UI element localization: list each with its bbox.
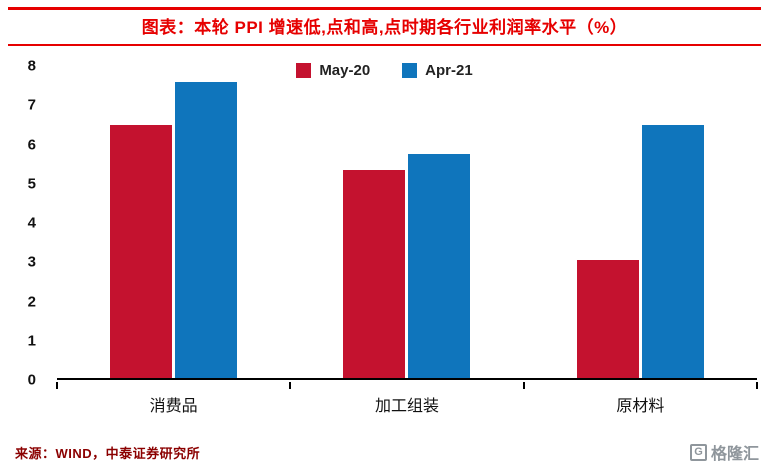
bar-group (57, 66, 290, 378)
y-axis: 0 1 2 3 4 5 6 7 8 (0, 59, 48, 388)
title-divider-bottom (8, 44, 761, 46)
y-tick-label: 6 (27, 136, 36, 153)
gelonghui-logo-icon: G (689, 443, 707, 461)
bar-may-20-category-3 (576, 260, 639, 378)
bar-group (290, 66, 523, 378)
x-ticks (56, 382, 758, 389)
x-axis-label: 消费品 (149, 398, 198, 415)
x-axis-tick (522, 382, 525, 389)
y-tick-label: 1 (27, 332, 36, 350)
x-axis-label: 原材料 (616, 398, 665, 415)
legend-item: Apr-21 (402, 62, 473, 79)
plot-area (57, 66, 757, 380)
legend: May-20 Apr-21 (0, 62, 769, 79)
x-axis-tick (289, 382, 292, 389)
bar-apr-21-category-3 (641, 124, 704, 378)
y-tick-label: 5 (27, 175, 36, 193)
y-tick-label: 3 (27, 253, 36, 271)
bar-apr-21-category-2 (408, 154, 471, 378)
x-axis-label: 加工组装 (374, 398, 439, 415)
legend-swatch (296, 63, 312, 78)
gelonghui-logo: G 格隆汇 (689, 440, 759, 464)
legend-label: May-20 (319, 62, 371, 79)
legend-swatch (402, 63, 418, 78)
x-axis-tick (56, 382, 58, 389)
bar-group (524, 66, 757, 378)
bar-apr-21-category-1 (175, 81, 238, 378)
legend-item: May-20 (296, 62, 370, 79)
y-tick-label: 4 (27, 214, 36, 232)
y-tick-label: 0 (27, 371, 36, 389)
chart-title: 图表：本轮 PPI 增速低,点和高,点时期各行业利润率水平（%） (141, 18, 628, 37)
y-tick-label: 7 (27, 96, 36, 114)
bar-may-20-category-1 (110, 124, 173, 378)
source-note: 来源：WIND，中泰证券研究所 (15, 446, 201, 461)
x-axis-tick (756, 382, 758, 389)
bar-may-20-category-2 (343, 169, 406, 378)
legend-label: Apr-21 (425, 62, 473, 79)
y-tick-label: 8 (27, 57, 36, 75)
title-divider-top (8, 7, 761, 10)
gelonghui-logo-text: 格隆汇 (710, 446, 759, 463)
x-axis-labels: 消费品 加工组装 原材料 (57, 392, 757, 416)
y-tick-label: 2 (27, 293, 36, 310)
